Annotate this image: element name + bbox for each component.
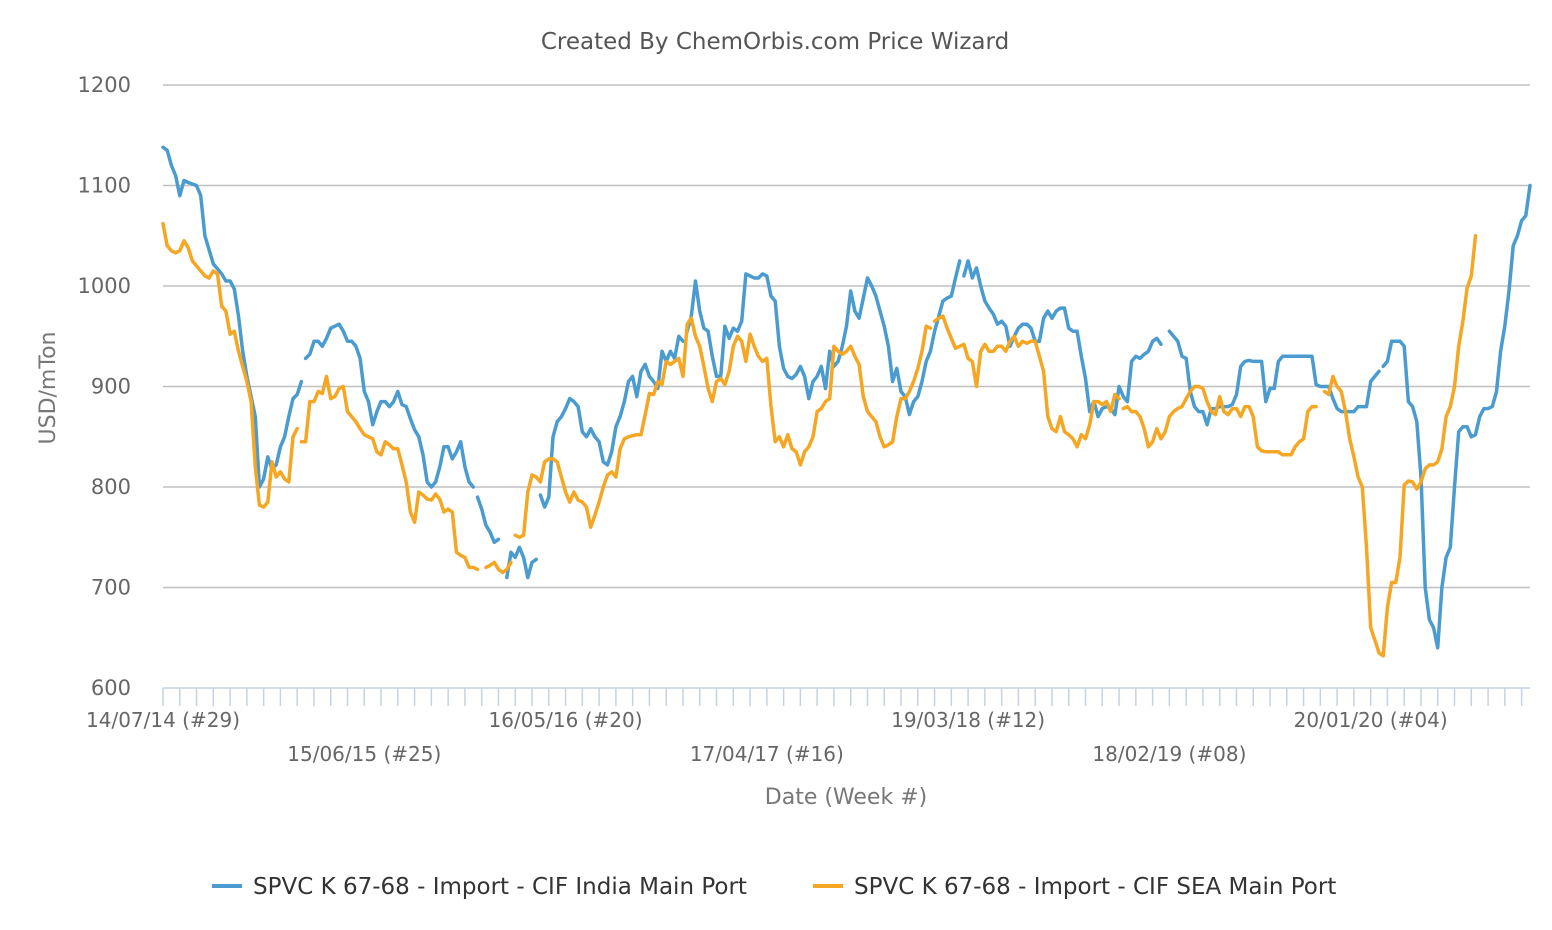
legend-label-india[interactable]: SPVC K 67-68 - Import - CIF India Main P… [253,874,747,900]
x-tick-label: 17/04/17 (#16) [690,742,844,766]
series-line-sea [161,221,1478,658]
x-axis: 14/07/14 (#29) 15/06/15 (#25) 16/05/16 (#2… [86,688,1523,766]
x-axis-title: Date (Week #) [765,785,927,810]
y-tick-label: 600 [91,676,131,700]
chart-title: Created By ChemOrbis.com Price Wizard [541,29,1009,55]
y-tick-label: 1100 [78,174,131,198]
x-tick-label: 15/06/15 (#25) [287,742,441,766]
y-axis-ticks: 600 700 800 900 1000 1100 1200 [78,73,131,700]
x-tick-label: 14/07/14 (#29) [86,708,240,732]
y-axis-title: USD/mTon [36,332,61,445]
x-tick-label: 16/05/16 (#20) [489,708,643,732]
x-tick-label: 19/03/18 (#12) [891,708,1045,732]
series-line-india [161,145,1532,650]
x-tick-label: 20/01/20 (#04) [1294,708,1448,732]
gridlines [163,84,1530,689]
legend: SPVC K 67-68 - Import - CIF India Main P… [212,874,1336,900]
y-tick-label: 700 [91,576,131,600]
x-tick-label: 18/02/19 (#08) [1092,742,1246,766]
series-lines [161,145,1532,658]
y-tick-label: 1200 [78,73,131,97]
y-tick-label: 1000 [78,274,131,298]
legend-label-sea[interactable]: SPVC K 67-68 - Import - CIF SEA Main Por… [854,874,1336,900]
y-tick-label: 800 [91,475,131,499]
y-tick-label: 900 [91,375,131,399]
